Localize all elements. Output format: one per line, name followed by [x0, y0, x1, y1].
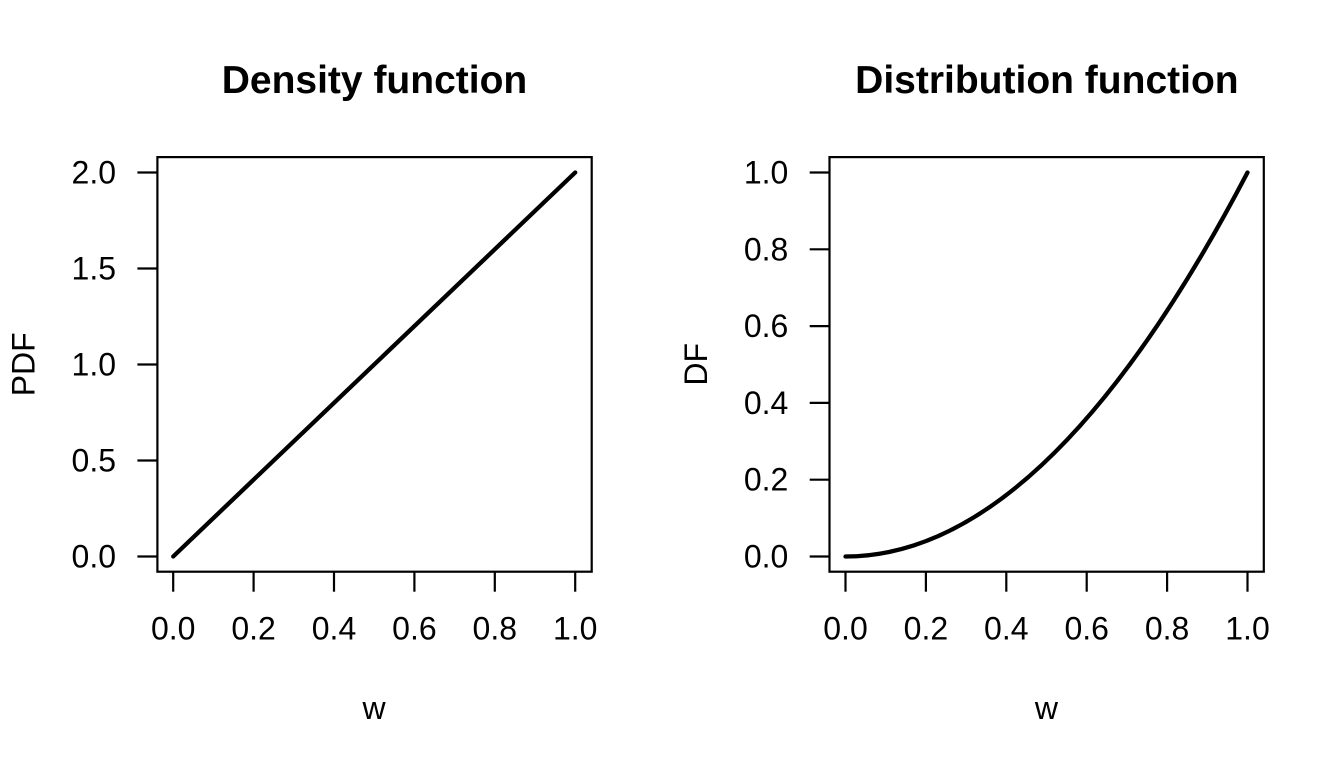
svg-text:Distribution function: Distribution function: [855, 59, 1238, 102]
svg-text:2.0: 2.0: [72, 155, 116, 191]
svg-text:0.8: 0.8: [744, 231, 788, 267]
svg-text:0.2: 0.2: [744, 462, 788, 498]
svg-text:0.4: 0.4: [984, 610, 1028, 646]
svg-text:Density function: Density function: [222, 59, 528, 102]
svg-text:0.2: 0.2: [904, 610, 948, 646]
svg-text:0.0: 0.0: [744, 539, 788, 575]
svg-text:1.0: 1.0: [744, 155, 788, 191]
svg-text:0.5: 0.5: [72, 443, 116, 479]
svg-text:0.0: 0.0: [823, 610, 867, 646]
svg-text:0.8: 0.8: [1145, 610, 1189, 646]
svg-text:1.0: 1.0: [72, 347, 116, 383]
svg-text:0.6: 0.6: [744, 308, 788, 344]
svg-text:0.4: 0.4: [744, 385, 788, 421]
svg-text:0.4: 0.4: [312, 610, 356, 646]
svg-text:0.2: 0.2: [231, 610, 275, 646]
svg-text:0.6: 0.6: [392, 610, 436, 646]
svg-text:0.0: 0.0: [72, 539, 116, 575]
svg-text:w: w: [1034, 690, 1059, 726]
svg-text:1.5: 1.5: [72, 251, 116, 287]
svg-text:PDF: PDF: [6, 332, 42, 396]
svg-text:DF: DF: [678, 343, 714, 386]
svg-text:1.0: 1.0: [1225, 610, 1269, 646]
svg-text:0.8: 0.8: [473, 610, 517, 646]
svg-text:0.6: 0.6: [1064, 610, 1108, 646]
svg-text:0.0: 0.0: [151, 610, 195, 646]
svg-text:1.0: 1.0: [553, 610, 597, 646]
svg-text:w: w: [361, 690, 386, 726]
